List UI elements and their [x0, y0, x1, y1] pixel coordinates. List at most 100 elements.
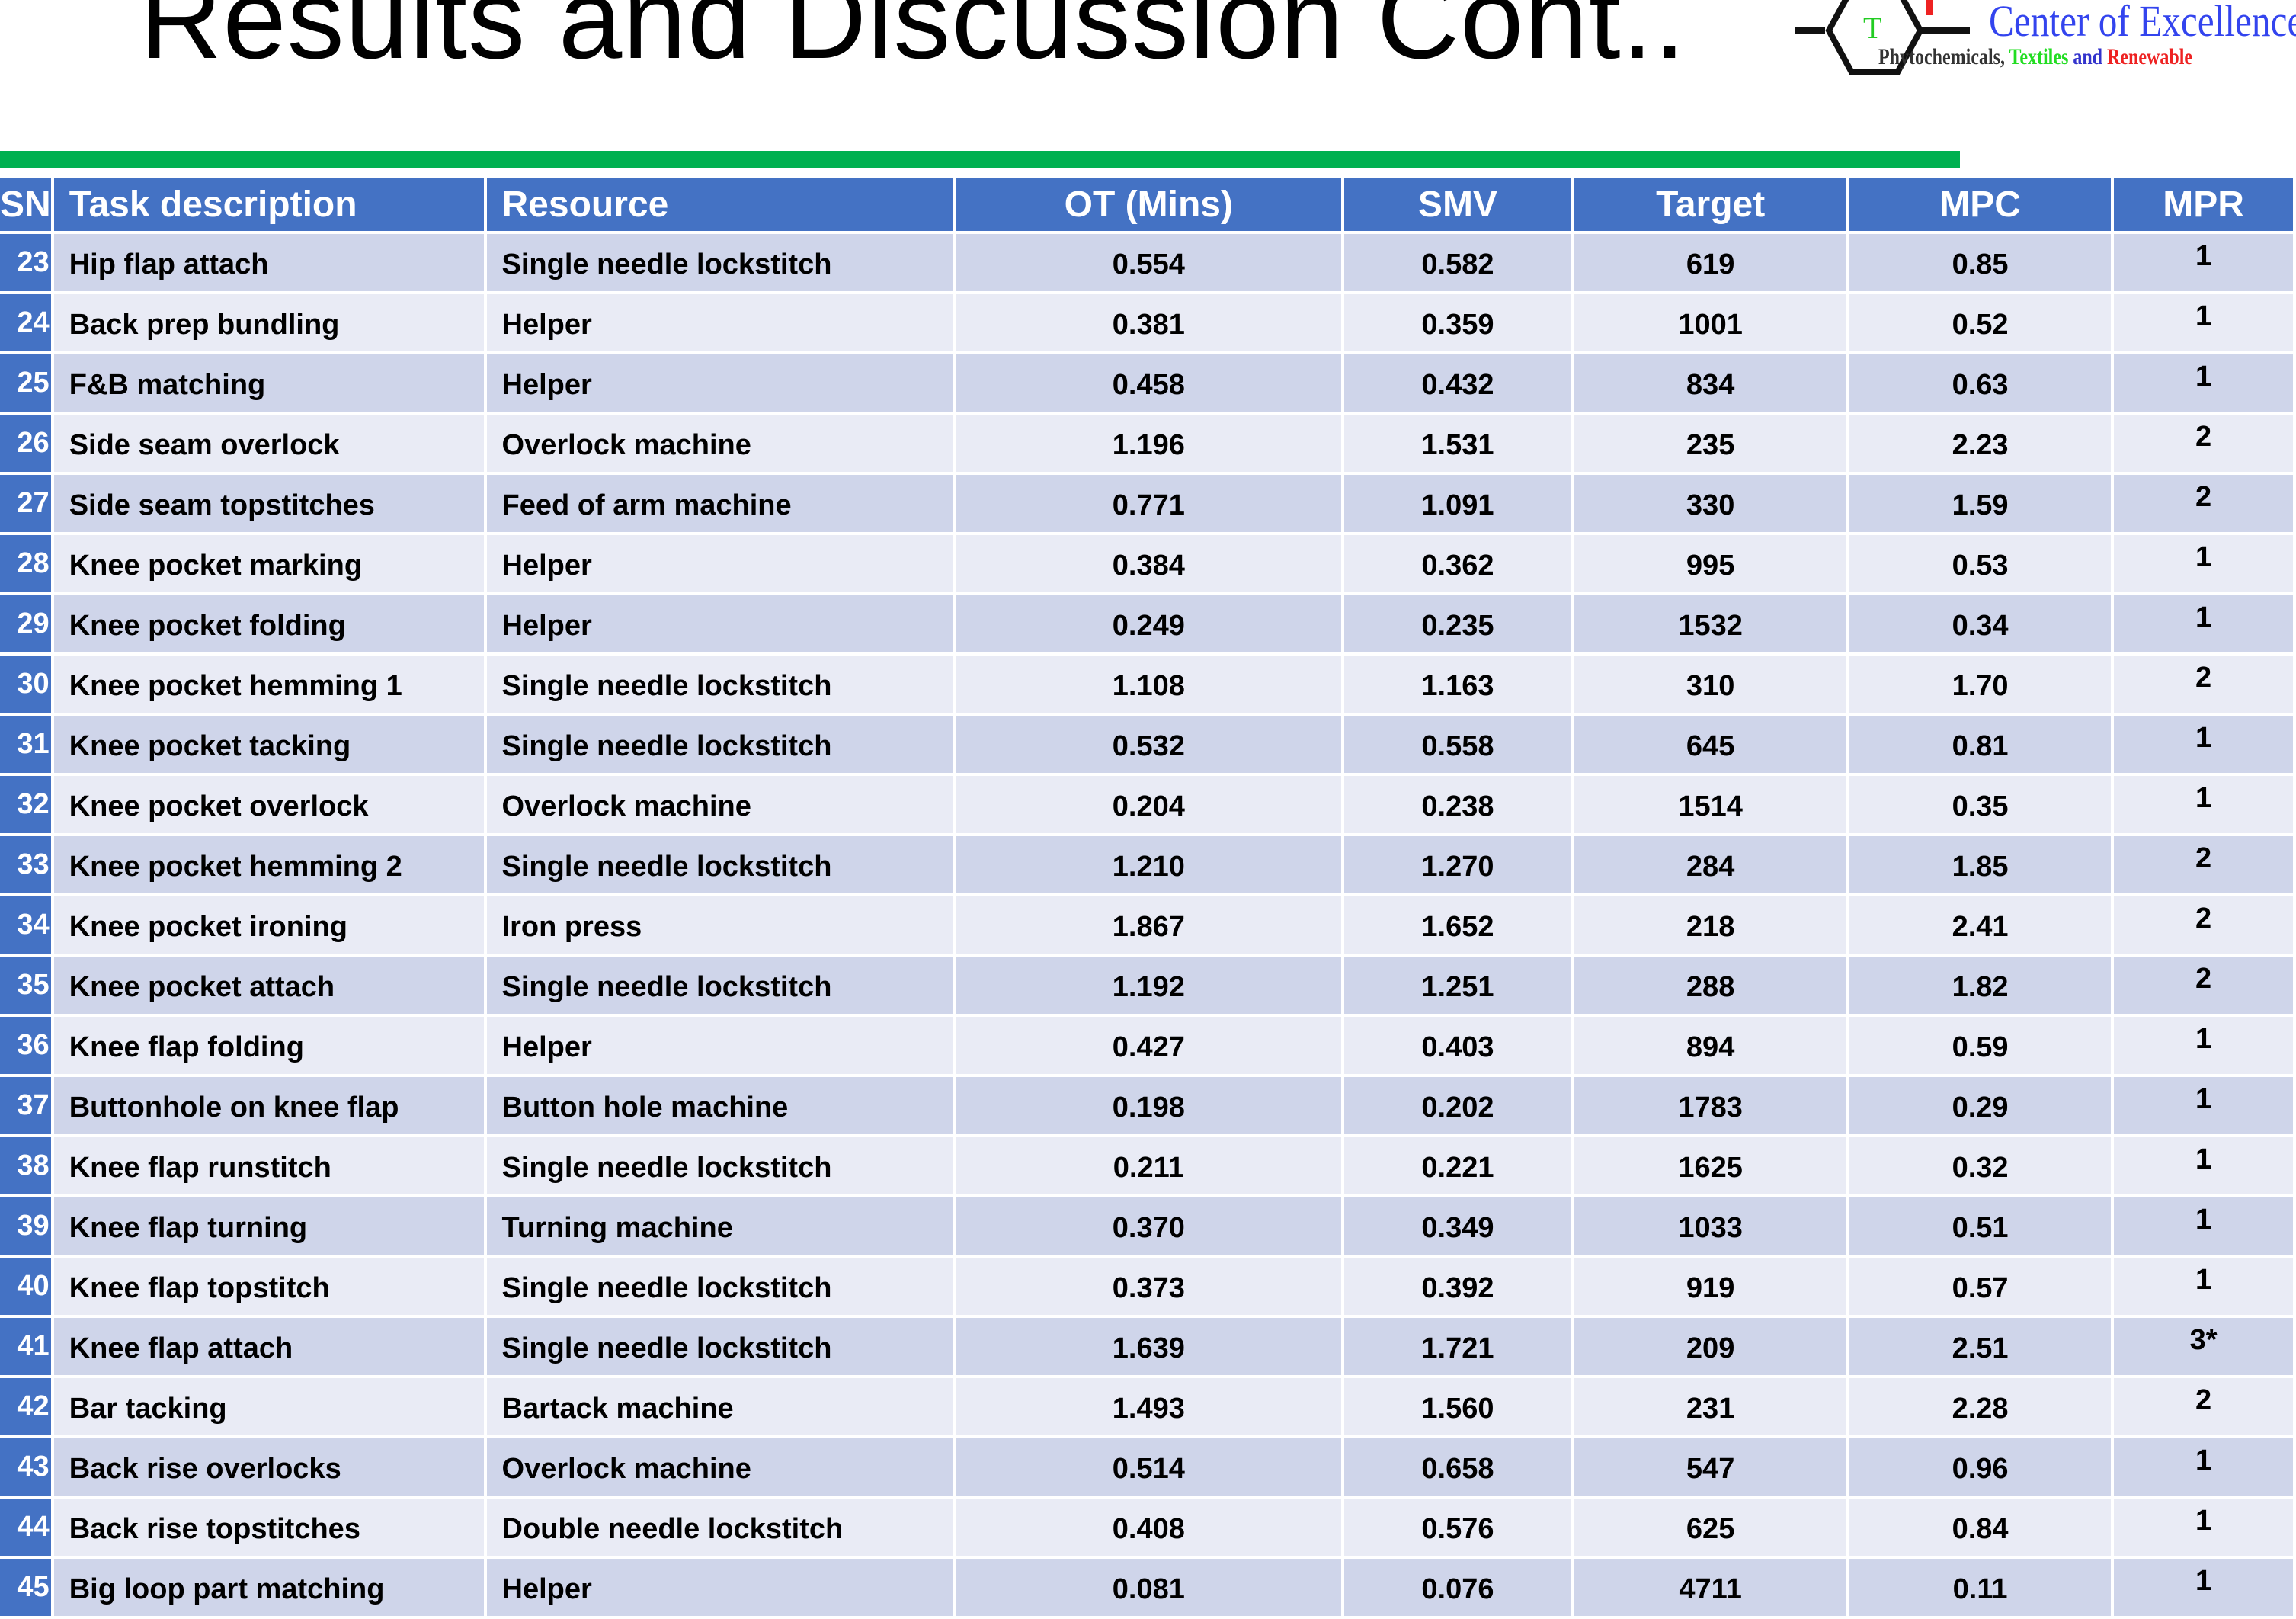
- cell-task-description: Knee pocket hemming 2: [53, 836, 484, 893]
- cell-mpr: 1: [2114, 234, 2293, 291]
- cell-smv: 1.652: [1343, 896, 1572, 954]
- cell-target: 834: [1574, 354, 1846, 412]
- cell-ot: 0.532: [956, 716, 1341, 773]
- cell-target: 288: [1574, 957, 1846, 1014]
- cell-ot: 1.108: [956, 656, 1341, 713]
- cell-smv: 0.359: [1343, 294, 1572, 351]
- cell-target: 919: [1574, 1258, 1846, 1315]
- cell-ot: 0.211: [956, 1137, 1341, 1194]
- cell-mpc: 0.96: [1849, 1438, 2112, 1496]
- cell-sn: 24: [0, 294, 51, 351]
- cell-resource: Helper: [486, 1017, 954, 1074]
- accent-divider: [0, 151, 1960, 168]
- cell-task-description: Knee pocket tacking: [53, 716, 484, 773]
- cell-mpc: 1.85: [1849, 836, 2112, 893]
- cell-target: 1625: [1574, 1137, 1846, 1194]
- cell-mpc: 2.51: [1849, 1318, 2112, 1375]
- table-row: 33 Knee pocket hemming 2 Single needle loc…: [0, 836, 2293, 893]
- cell-mpc: 1.70: [1849, 656, 2112, 713]
- cell-mpr: 1: [2114, 354, 2293, 412]
- table-row: 40 Knee flap topstitch Single needle locks…: [0, 1258, 2293, 1315]
- cell-smv: 0.658: [1343, 1438, 1572, 1496]
- cell-smv: 0.558: [1343, 716, 1572, 773]
- cell-ot: 1.493: [956, 1378, 1341, 1435]
- header-ot: OT (Mins): [956, 178, 1341, 231]
- cell-resource: Overlock machine: [486, 776, 954, 833]
- header-resource: Resource: [486, 178, 954, 231]
- cell-mpr: 1: [2114, 294, 2293, 351]
- cell-smv: 0.076: [1343, 1559, 1572, 1616]
- table-header-row: SN Task description Resource OT (Mins) S…: [0, 178, 2293, 231]
- cell-mpr: 2: [2114, 475, 2293, 532]
- cell-ot: 0.514: [956, 1438, 1341, 1496]
- header-task-description: Task description: [53, 178, 484, 231]
- header-mpc: MPC: [1849, 178, 2112, 231]
- cell-ot: 0.198: [956, 1077, 1341, 1134]
- logo-sub-2: Textiles: [2009, 44, 2069, 69]
- cell-sn: 31: [0, 716, 51, 773]
- cell-mpc: 0.85: [1849, 234, 2112, 291]
- cell-task-description: Side seam topstitches: [53, 475, 484, 532]
- cell-resource: Single needle lockstitch: [486, 957, 954, 1014]
- cell-mpc: 0.59: [1849, 1017, 2112, 1074]
- cell-target: 4711: [1574, 1559, 1846, 1616]
- cell-target: 619: [1574, 234, 1846, 291]
- cell-resource: Button hole machine: [486, 1077, 954, 1134]
- header-mpr: MPR: [2114, 178, 2293, 231]
- cell-target: 284: [1574, 836, 1846, 893]
- cell-mpc: 2.41: [1849, 896, 2112, 954]
- cell-target: 1783: [1574, 1077, 1846, 1134]
- cell-ot: 1.192: [956, 957, 1341, 1014]
- cell-mpr: 1: [2114, 716, 2293, 773]
- cell-mpc: 1.82: [1849, 957, 2112, 1014]
- cell-ot: 0.373: [956, 1258, 1341, 1315]
- cell-ot: 0.384: [956, 535, 1341, 592]
- cell-mpc: 0.81: [1849, 716, 2112, 773]
- header-target: Target: [1574, 178, 1846, 231]
- cell-mpr: 2: [2114, 836, 2293, 893]
- table-row: 27 Side seam topstitches Feed of arm machi…: [0, 475, 2293, 532]
- cell-ot: 0.771: [956, 475, 1341, 532]
- cell-target: 894: [1574, 1017, 1846, 1074]
- cell-sn: 44: [0, 1499, 51, 1556]
- svg-text:T: T: [1863, 11, 1881, 45]
- table-row: 38 Knee flap runstitch Single needle locks…: [0, 1137, 2293, 1194]
- cell-resource: Single needle lockstitch: [486, 716, 954, 773]
- header-smv: SMV: [1343, 178, 1572, 231]
- table-row: 24 Back prep bundling Helper 0.381 0.359 1001…: [0, 294, 2293, 351]
- cell-ot: 0.408: [956, 1499, 1341, 1556]
- cell-mpc: 0.57: [1849, 1258, 2112, 1315]
- table-row: 32 Knee pocket overlock Overlock machine 0.…: [0, 776, 2293, 833]
- cell-resource: Single needle lockstitch: [486, 1137, 954, 1194]
- cell-sn: 45: [0, 1559, 51, 1616]
- cell-mpr: 2: [2114, 896, 2293, 954]
- cell-task-description: Knee pocket attach: [53, 957, 484, 1014]
- cell-ot: 0.381: [956, 294, 1341, 351]
- cell-mpr: 1: [2114, 1137, 2293, 1194]
- cell-resource: Feed of arm machine: [486, 475, 954, 532]
- cell-sn: 32: [0, 776, 51, 833]
- cell-sn: 28: [0, 535, 51, 592]
- cell-sn: 36: [0, 1017, 51, 1074]
- cell-target: 231: [1574, 1378, 1846, 1435]
- cell-ot: 0.249: [956, 595, 1341, 652]
- cell-smv: 1.163: [1343, 656, 1572, 713]
- cell-mpr: 2: [2114, 415, 2293, 472]
- table-row: 36 Knee flap folding Helper 0.427 0.403 894 0.…: [0, 1017, 2293, 1074]
- cell-task-description: Knee flap turning: [53, 1197, 484, 1255]
- cell-sn: 29: [0, 595, 51, 652]
- cell-sn: 35: [0, 957, 51, 1014]
- cell-task-description: Knee flap runstitch: [53, 1137, 484, 1194]
- cell-task-description: Side seam overlock: [53, 415, 484, 472]
- logo-main-text: Center of Excellence: [1989, 0, 2296, 46]
- cell-resource: Iron press: [486, 896, 954, 954]
- cell-resource: Single needle lockstitch: [486, 1318, 954, 1375]
- cell-sn: 42: [0, 1378, 51, 1435]
- cell-target: 625: [1574, 1499, 1846, 1556]
- cell-target: 310: [1574, 656, 1846, 713]
- cell-mpr: 1: [2114, 1197, 2293, 1255]
- cell-target: 1514: [1574, 776, 1846, 833]
- cell-mpr: 2: [2114, 656, 2293, 713]
- table-row: 44 Back rise topstitches Double needle loc…: [0, 1499, 2293, 1556]
- cell-target: 1001: [1574, 294, 1846, 351]
